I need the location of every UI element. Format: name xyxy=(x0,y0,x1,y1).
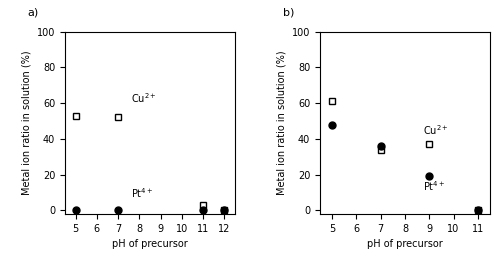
X-axis label: pH of precursor: pH of precursor xyxy=(367,239,443,249)
Text: Cu$^{2+}$: Cu$^{2+}$ xyxy=(131,91,156,105)
Text: b): b) xyxy=(282,7,294,17)
Text: Pt$^{4+}$: Pt$^{4+}$ xyxy=(131,186,153,200)
Text: a): a) xyxy=(28,7,39,17)
Y-axis label: Metal ion ratio in solution (%): Metal ion ratio in solution (%) xyxy=(276,50,286,195)
X-axis label: pH of precursor: pH of precursor xyxy=(112,239,188,249)
Y-axis label: Metal ion ratio in solution (%): Metal ion ratio in solution (%) xyxy=(22,50,32,195)
Text: Pt$^{4+}$: Pt$^{4+}$ xyxy=(423,179,446,193)
Text: Cu$^{2+}$: Cu$^{2+}$ xyxy=(423,124,449,137)
